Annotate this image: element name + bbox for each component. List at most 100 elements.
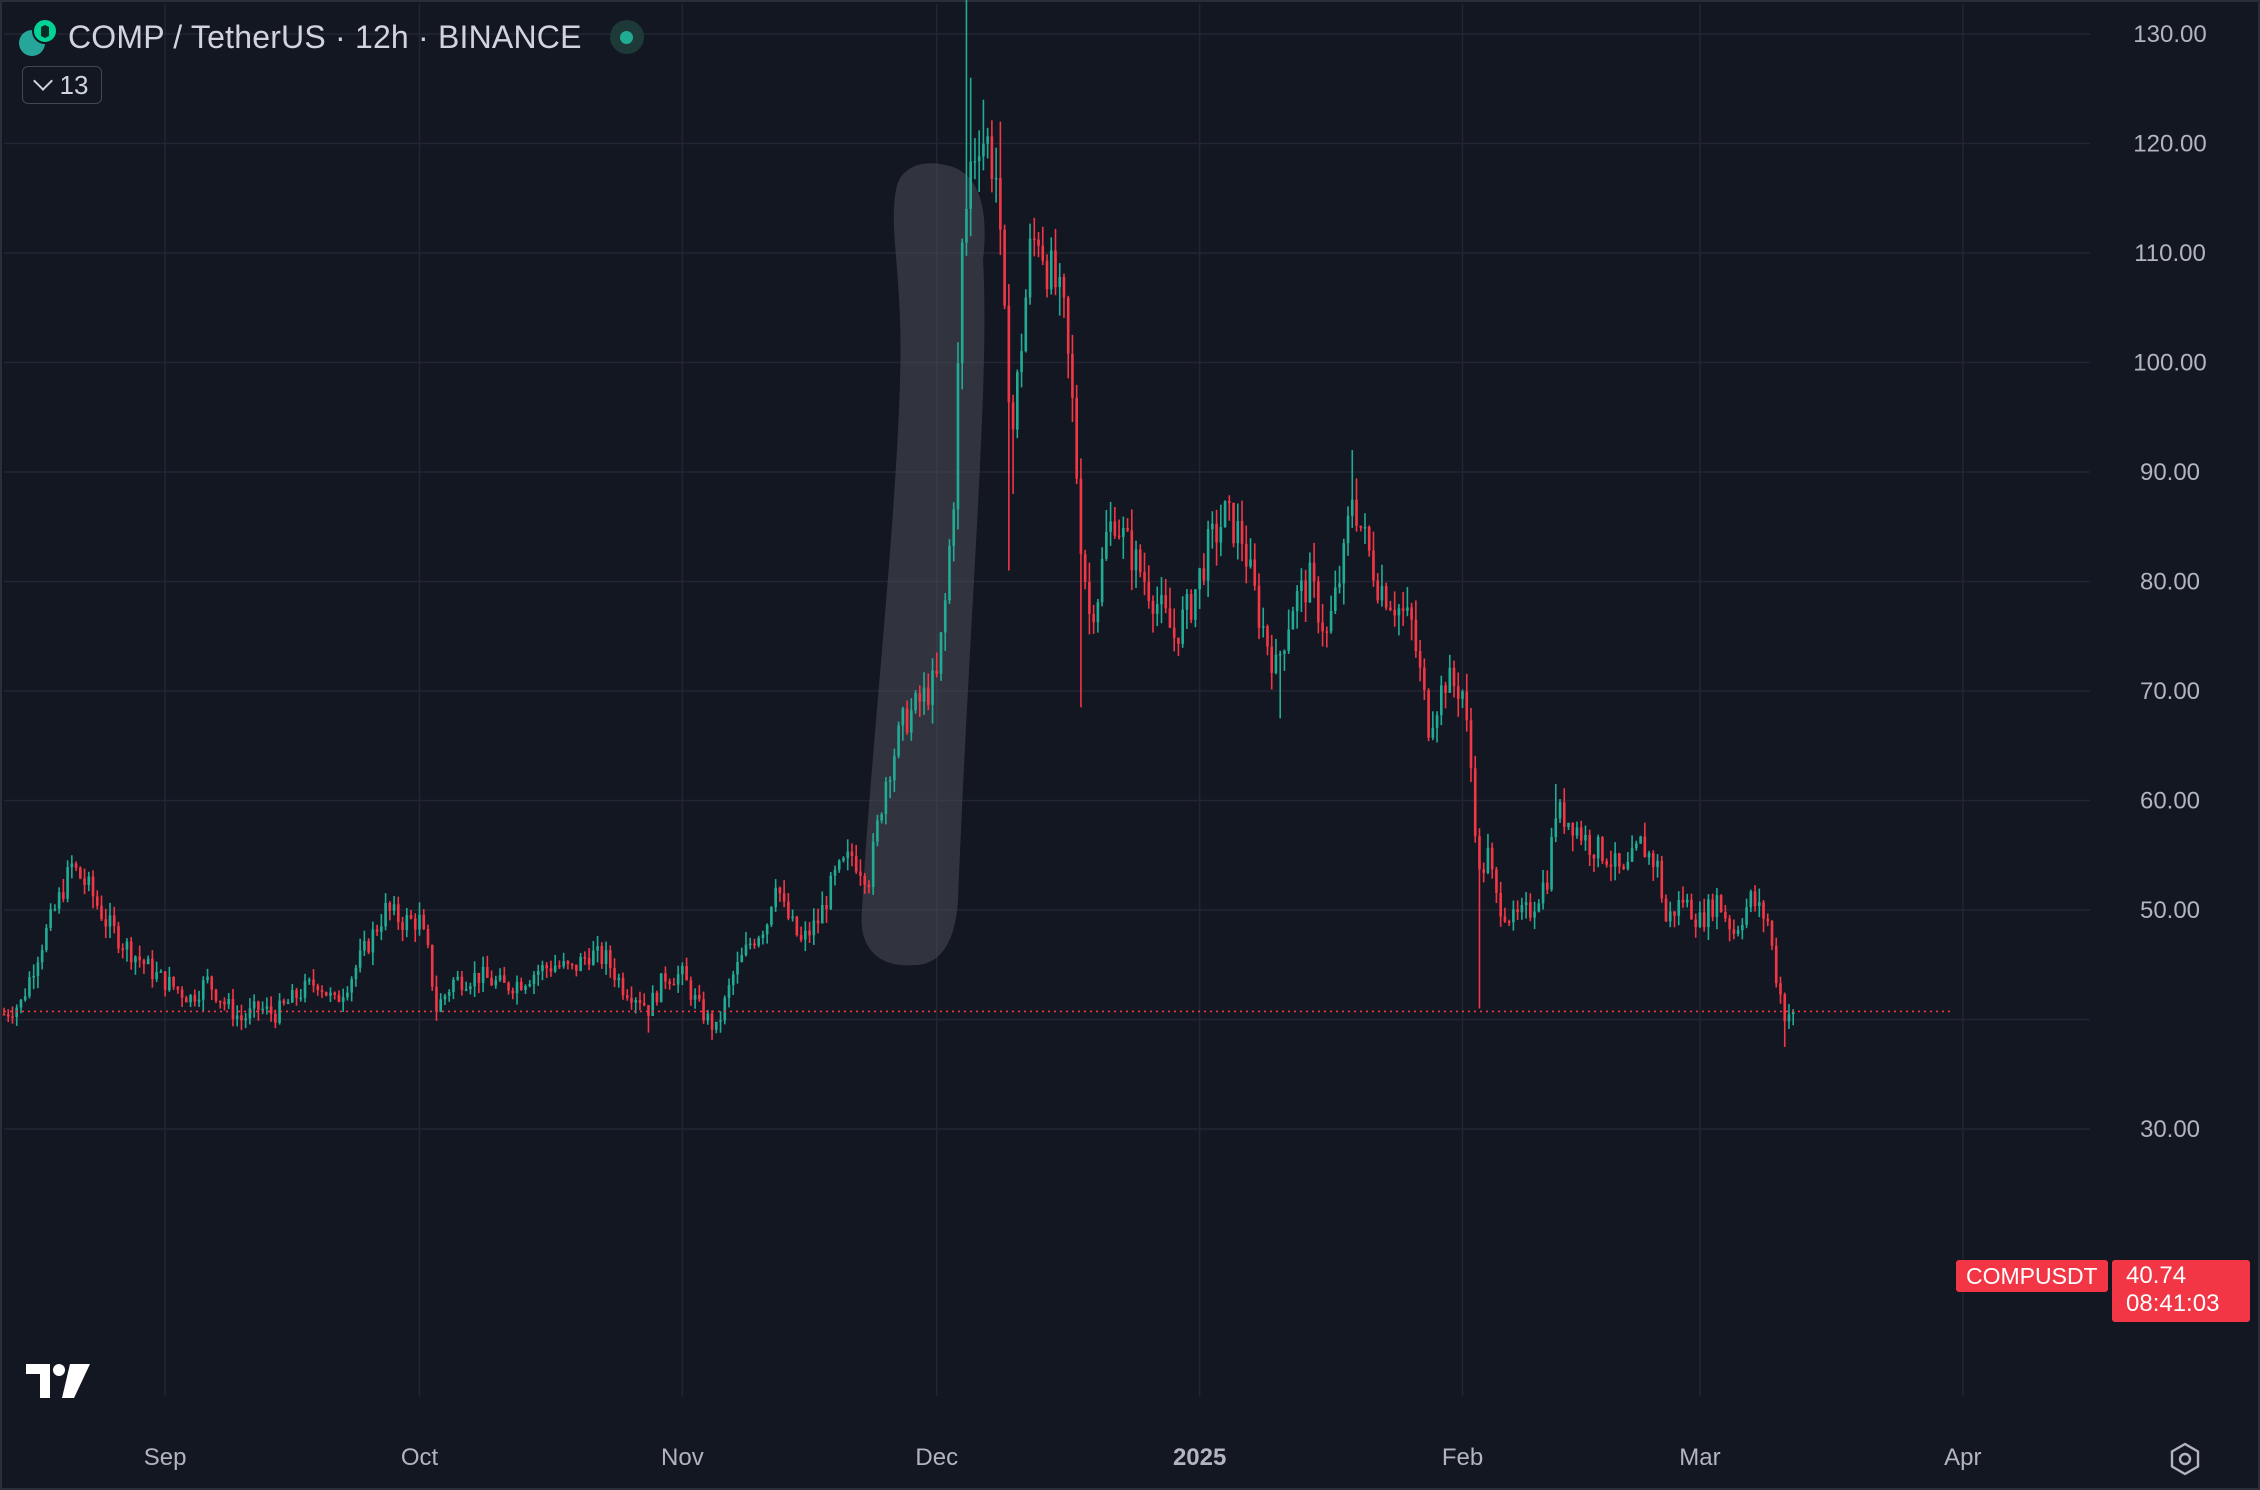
candle	[307, 977, 311, 985]
candle	[1732, 919, 1736, 940]
candle	[659, 973, 663, 1003]
candle	[1164, 578, 1168, 614]
candle	[850, 843, 854, 867]
candle	[405, 907, 409, 938]
time-tick-label: Dec	[915, 1444, 958, 1471]
candle	[1719, 894, 1723, 913]
candle	[155, 961, 158, 982]
candle	[1024, 289, 1028, 353]
candle	[45, 924, 48, 953]
candle	[545, 961, 549, 978]
candle	[1236, 503, 1240, 560]
candle	[731, 970, 735, 995]
candle	[1406, 587, 1409, 617]
last-price-value: 40.74	[2126, 1262, 2187, 1289]
candle	[1240, 500, 1244, 562]
candle	[1490, 842, 1494, 879]
candle	[1054, 229, 1057, 296]
candle	[1512, 900, 1515, 931]
candle	[83, 868, 86, 895]
candle	[1367, 525, 1371, 557]
candle	[95, 890, 99, 910]
candle	[1384, 582, 1388, 611]
candle	[1300, 568, 1303, 613]
candle	[1333, 570, 1337, 614]
candle	[1126, 518, 1129, 532]
candle	[1643, 822, 1647, 858]
price-tick-label: 130.00	[2133, 21, 2206, 48]
settings-gear-icon[interactable]	[2168, 1442, 2202, 1476]
candle	[1397, 604, 1401, 636]
candle	[1698, 901, 1702, 929]
candle	[1350, 450, 1354, 528]
candle	[1592, 854, 1596, 872]
indicators-toggle-button[interactable]: 13	[22, 66, 102, 104]
candle	[1529, 893, 1532, 922]
candle	[104, 908, 108, 939]
candle	[1130, 509, 1134, 591]
candle	[897, 721, 900, 759]
candle	[1215, 509, 1218, 566]
candle	[40, 944, 44, 970]
candle	[1690, 893, 1693, 920]
tradingview-logo-icon[interactable]	[26, 1362, 90, 1400]
candle	[1100, 547, 1104, 607]
candle	[977, 130, 981, 193]
candle	[681, 962, 684, 986]
candle	[1338, 565, 1341, 594]
candle	[1418, 640, 1422, 682]
candle	[1117, 519, 1121, 540]
candle	[931, 658, 934, 724]
candle	[1499, 881, 1502, 927]
candle	[1584, 825, 1587, 851]
candle	[1541, 869, 1545, 910]
candle	[1325, 626, 1329, 648]
candle	[452, 977, 455, 1000]
candle	[829, 871, 833, 910]
price-tick-label: 120.00	[2133, 131, 2206, 158]
candle	[1138, 544, 1142, 578]
candle	[1020, 333, 1023, 388]
candle	[1274, 638, 1278, 675]
candle	[1346, 506, 1350, 556]
candle	[1198, 567, 1201, 610]
symbol-title[interactable]: COMP / TetherUS · 12h · BINANCE	[68, 18, 582, 55]
candle	[575, 964, 578, 977]
candle	[1113, 506, 1117, 539]
candle	[1410, 602, 1413, 641]
candle	[15, 1004, 19, 1026]
candle	[511, 987, 515, 1000]
candle	[842, 856, 845, 863]
candle	[799, 926, 803, 943]
candle	[502, 966, 506, 983]
candle	[579, 953, 582, 972]
candle	[757, 935, 761, 948]
candle	[193, 989, 197, 1007]
candle	[1588, 829, 1592, 867]
candle	[1342, 538, 1346, 605]
candle	[808, 921, 811, 943]
candle	[1741, 918, 1744, 940]
candle	[1291, 606, 1295, 630]
candle	[1189, 589, 1193, 624]
candle	[57, 887, 61, 914]
candle	[227, 992, 231, 1010]
time-tick-label: Oct	[401, 1444, 439, 1471]
candle	[1711, 893, 1714, 922]
price-axis[interactable]: 30.00 50.00 60.00 70.00 80.00 90.00 100.00 110.…	[2133, 0, 2206, 1143]
candle	[443, 993, 447, 1006]
candle	[558, 960, 561, 969]
candle	[388, 901, 392, 921]
price-tick-label: 80.00	[2140, 569, 2200, 596]
candle	[740, 947, 744, 963]
candle	[596, 935, 599, 963]
candle	[1753, 885, 1757, 912]
candle	[1147, 565, 1151, 609]
candle	[384, 893, 387, 931]
candle	[329, 987, 332, 1003]
candle	[1724, 905, 1727, 923]
time-axis[interactable]: Sep Oct Nov Dec 2025 Feb Mar Apr	[144, 1444, 1982, 1471]
candle	[396, 896, 400, 930]
candle	[804, 921, 807, 952]
